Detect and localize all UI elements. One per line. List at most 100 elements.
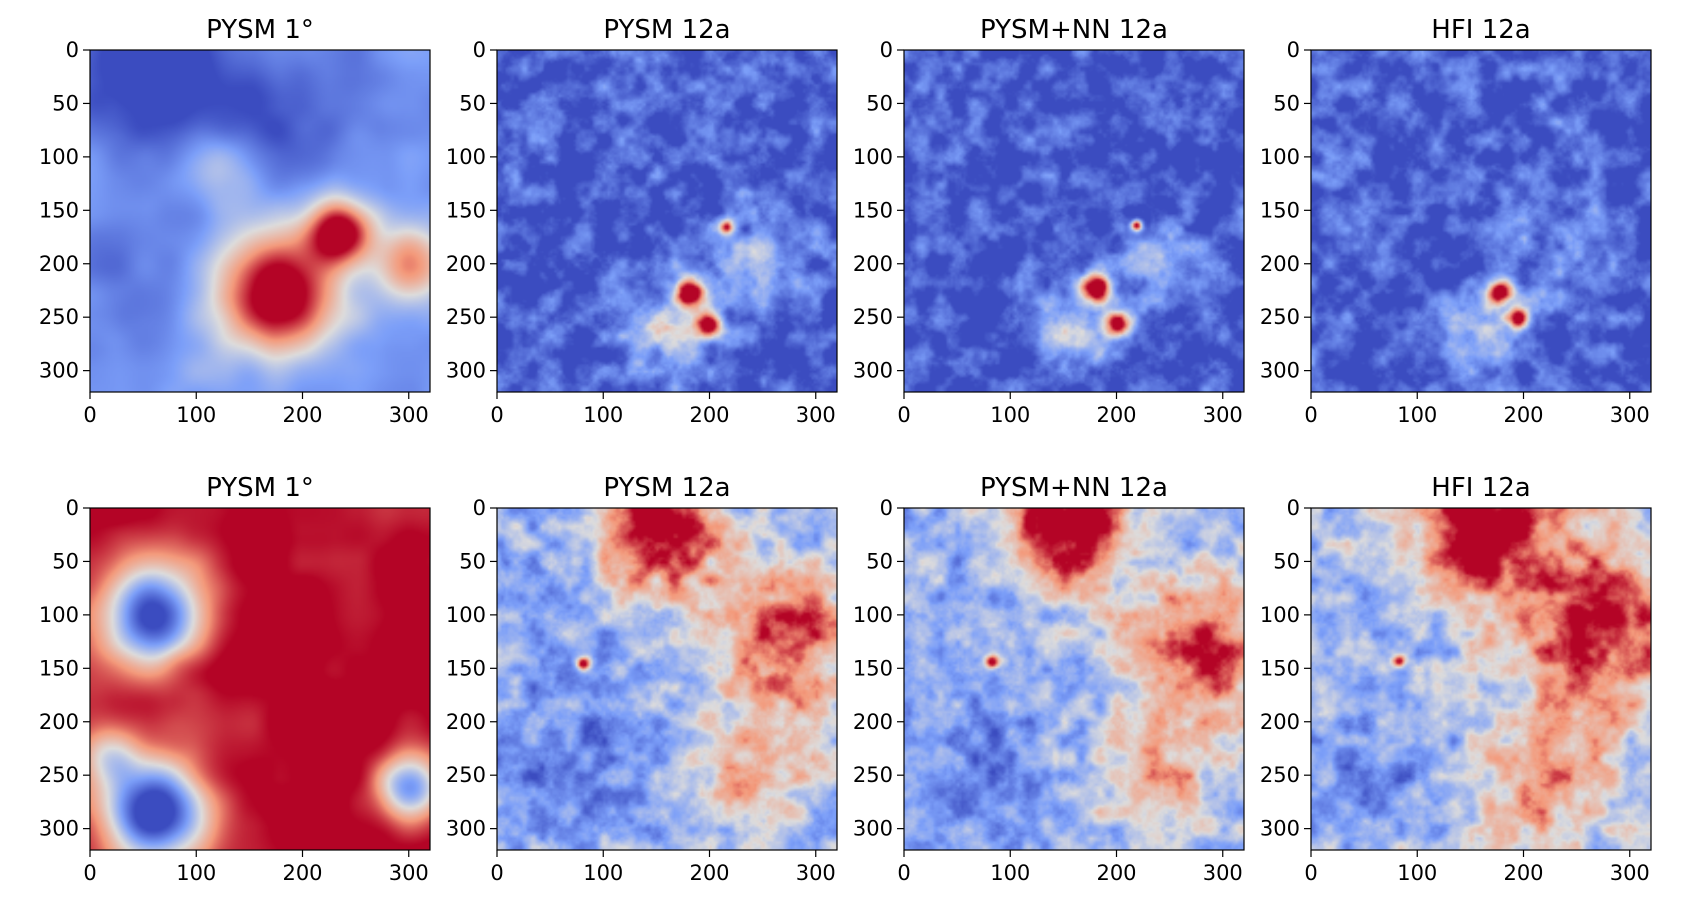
- heatmap-image: [497, 508, 837, 850]
- x-tick-label: 100: [1397, 861, 1437, 885]
- y-tick-label: 0: [473, 496, 486, 520]
- x-tick-label: 0: [490, 403, 503, 427]
- heatmap-image: [1311, 508, 1651, 850]
- x-tick-label: 300: [796, 861, 836, 885]
- x-tick-label: 300: [1610, 403, 1650, 427]
- x-tick-label: 0: [83, 861, 96, 885]
- y-tick-label: 300: [1260, 359, 1300, 383]
- x-tick-label: 200: [1503, 861, 1543, 885]
- y-tick-label: 0: [880, 38, 893, 62]
- x-tick-label: 100: [990, 403, 1030, 427]
- y-tick-label: 150: [39, 198, 79, 222]
- y-tick-label: 150: [1260, 198, 1300, 222]
- subplot-title: PYSM+NN 12a: [980, 473, 1168, 503]
- y-tick-label: 100: [39, 603, 79, 627]
- y-tick-label: 250: [1260, 763, 1300, 787]
- y-tick-label: 150: [853, 198, 893, 222]
- y-tick-label: 200: [446, 252, 486, 276]
- x-tick-label: 100: [1397, 403, 1437, 427]
- y-tick-label: 100: [1260, 603, 1300, 627]
- heatmap-image: [497, 50, 837, 392]
- x-tick-label: 200: [1503, 403, 1543, 427]
- x-tick-label: 0: [1304, 861, 1317, 885]
- y-tick-label: 50: [459, 549, 486, 573]
- y-tick-label: 50: [52, 91, 79, 115]
- y-tick-label: 300: [39, 359, 79, 383]
- x-tick-label: 300: [389, 403, 429, 427]
- y-tick-label: 300: [853, 817, 893, 841]
- x-tick-label: 100: [990, 861, 1030, 885]
- y-tick-label: 150: [853, 656, 893, 680]
- x-tick-label: 0: [897, 403, 910, 427]
- axes-frame: [1310, 507, 1652, 851]
- axes-frame: [1310, 49, 1652, 393]
- heatmap-image: [90, 508, 430, 850]
- y-tick-label: 50: [866, 549, 893, 573]
- x-tick-label: 200: [689, 403, 729, 427]
- y-tick-label: 250: [39, 305, 79, 329]
- y-tick-label: 50: [1273, 549, 1300, 573]
- y-tick-label: 300: [446, 359, 486, 383]
- heatmap-image: [904, 508, 1244, 850]
- x-tick-label: 100: [176, 861, 216, 885]
- x-tick-label: 0: [897, 861, 910, 885]
- axes-frame: [903, 49, 1245, 393]
- y-tick-label: 50: [866, 91, 893, 115]
- y-tick-label: 200: [39, 710, 79, 734]
- subplot-title: HFI 12a: [1431, 473, 1530, 503]
- y-tick-label: 250: [446, 763, 486, 787]
- x-tick-label: 300: [796, 403, 836, 427]
- y-tick-label: 50: [52, 549, 79, 573]
- y-tick-label: 50: [1273, 91, 1300, 115]
- y-tick-label: 250: [1260, 305, 1300, 329]
- x-tick-label: 100: [583, 861, 623, 885]
- y-tick-label: 100: [446, 603, 486, 627]
- y-tick-label: 0: [66, 38, 79, 62]
- x-tick-label: 300: [1610, 861, 1650, 885]
- axes-frame: [89, 49, 431, 393]
- y-tick-label: 150: [446, 656, 486, 680]
- y-tick-label: 200: [1260, 252, 1300, 276]
- y-tick-label: 200: [853, 252, 893, 276]
- x-tick-label: 300: [389, 861, 429, 885]
- y-tick-label: 150: [39, 656, 79, 680]
- y-tick-label: 200: [446, 710, 486, 734]
- x-tick-label: 300: [1203, 403, 1243, 427]
- y-tick-label: 150: [1260, 656, 1300, 680]
- x-tick-label: 200: [1096, 403, 1136, 427]
- y-tick-label: 100: [446, 145, 486, 169]
- y-tick-label: 300: [1260, 817, 1300, 841]
- subplot-title: PYSM 12a: [603, 15, 730, 45]
- axes-frame: [89, 507, 431, 851]
- y-tick-label: 0: [1287, 38, 1300, 62]
- x-tick-label: 200: [282, 403, 322, 427]
- axes-frame: [496, 49, 838, 393]
- y-tick-label: 150: [446, 198, 486, 222]
- y-tick-label: 200: [1260, 710, 1300, 734]
- y-tick-label: 250: [39, 763, 79, 787]
- axes-frame: [903, 507, 1245, 851]
- x-tick-label: 0: [1304, 403, 1317, 427]
- heatmap-image: [1311, 50, 1651, 392]
- subplot-title: PYSM 1°: [206, 15, 314, 45]
- subplot-title: PYSM 1°: [206, 473, 314, 503]
- y-tick-label: 300: [39, 817, 79, 841]
- x-tick-label: 200: [282, 861, 322, 885]
- y-tick-label: 0: [66, 496, 79, 520]
- subplot-title: PYSM+NN 12a: [980, 15, 1168, 45]
- y-tick-label: 300: [446, 817, 486, 841]
- x-tick-label: 0: [83, 403, 96, 427]
- x-tick-label: 100: [583, 403, 623, 427]
- subplot-title: PYSM 12a: [603, 473, 730, 503]
- y-tick-label: 300: [853, 359, 893, 383]
- y-tick-label: 250: [853, 763, 893, 787]
- x-tick-label: 100: [176, 403, 216, 427]
- x-tick-label: 300: [1203, 861, 1243, 885]
